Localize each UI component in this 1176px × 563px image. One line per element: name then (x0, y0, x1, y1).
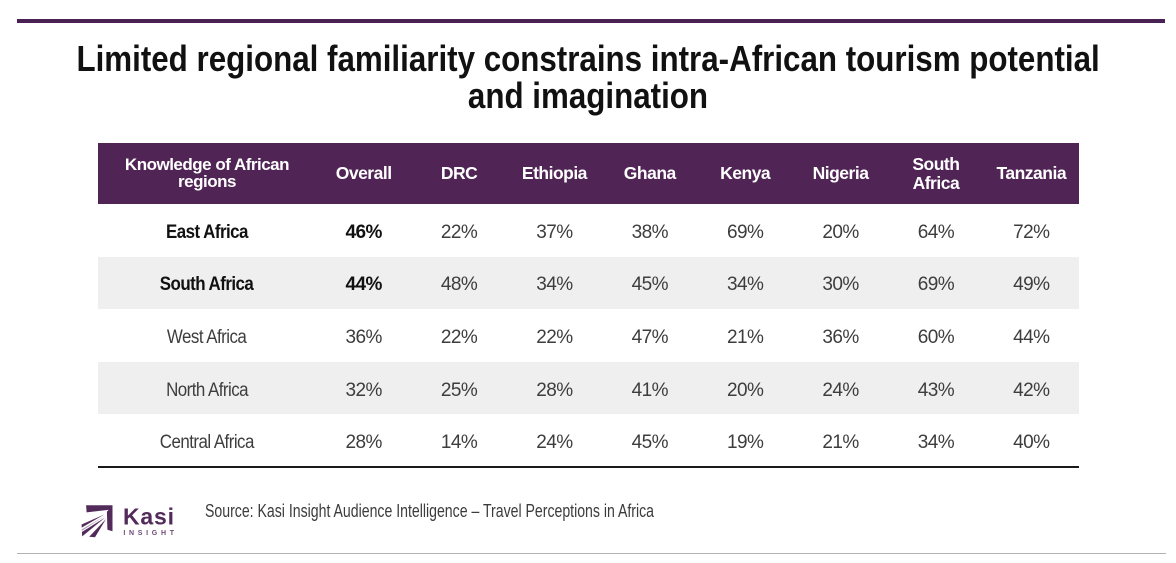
svg-text:Kasi: Kasi (123, 504, 175, 530)
svg-text:INSIGHT: INSIGHT (123, 530, 177, 537)
